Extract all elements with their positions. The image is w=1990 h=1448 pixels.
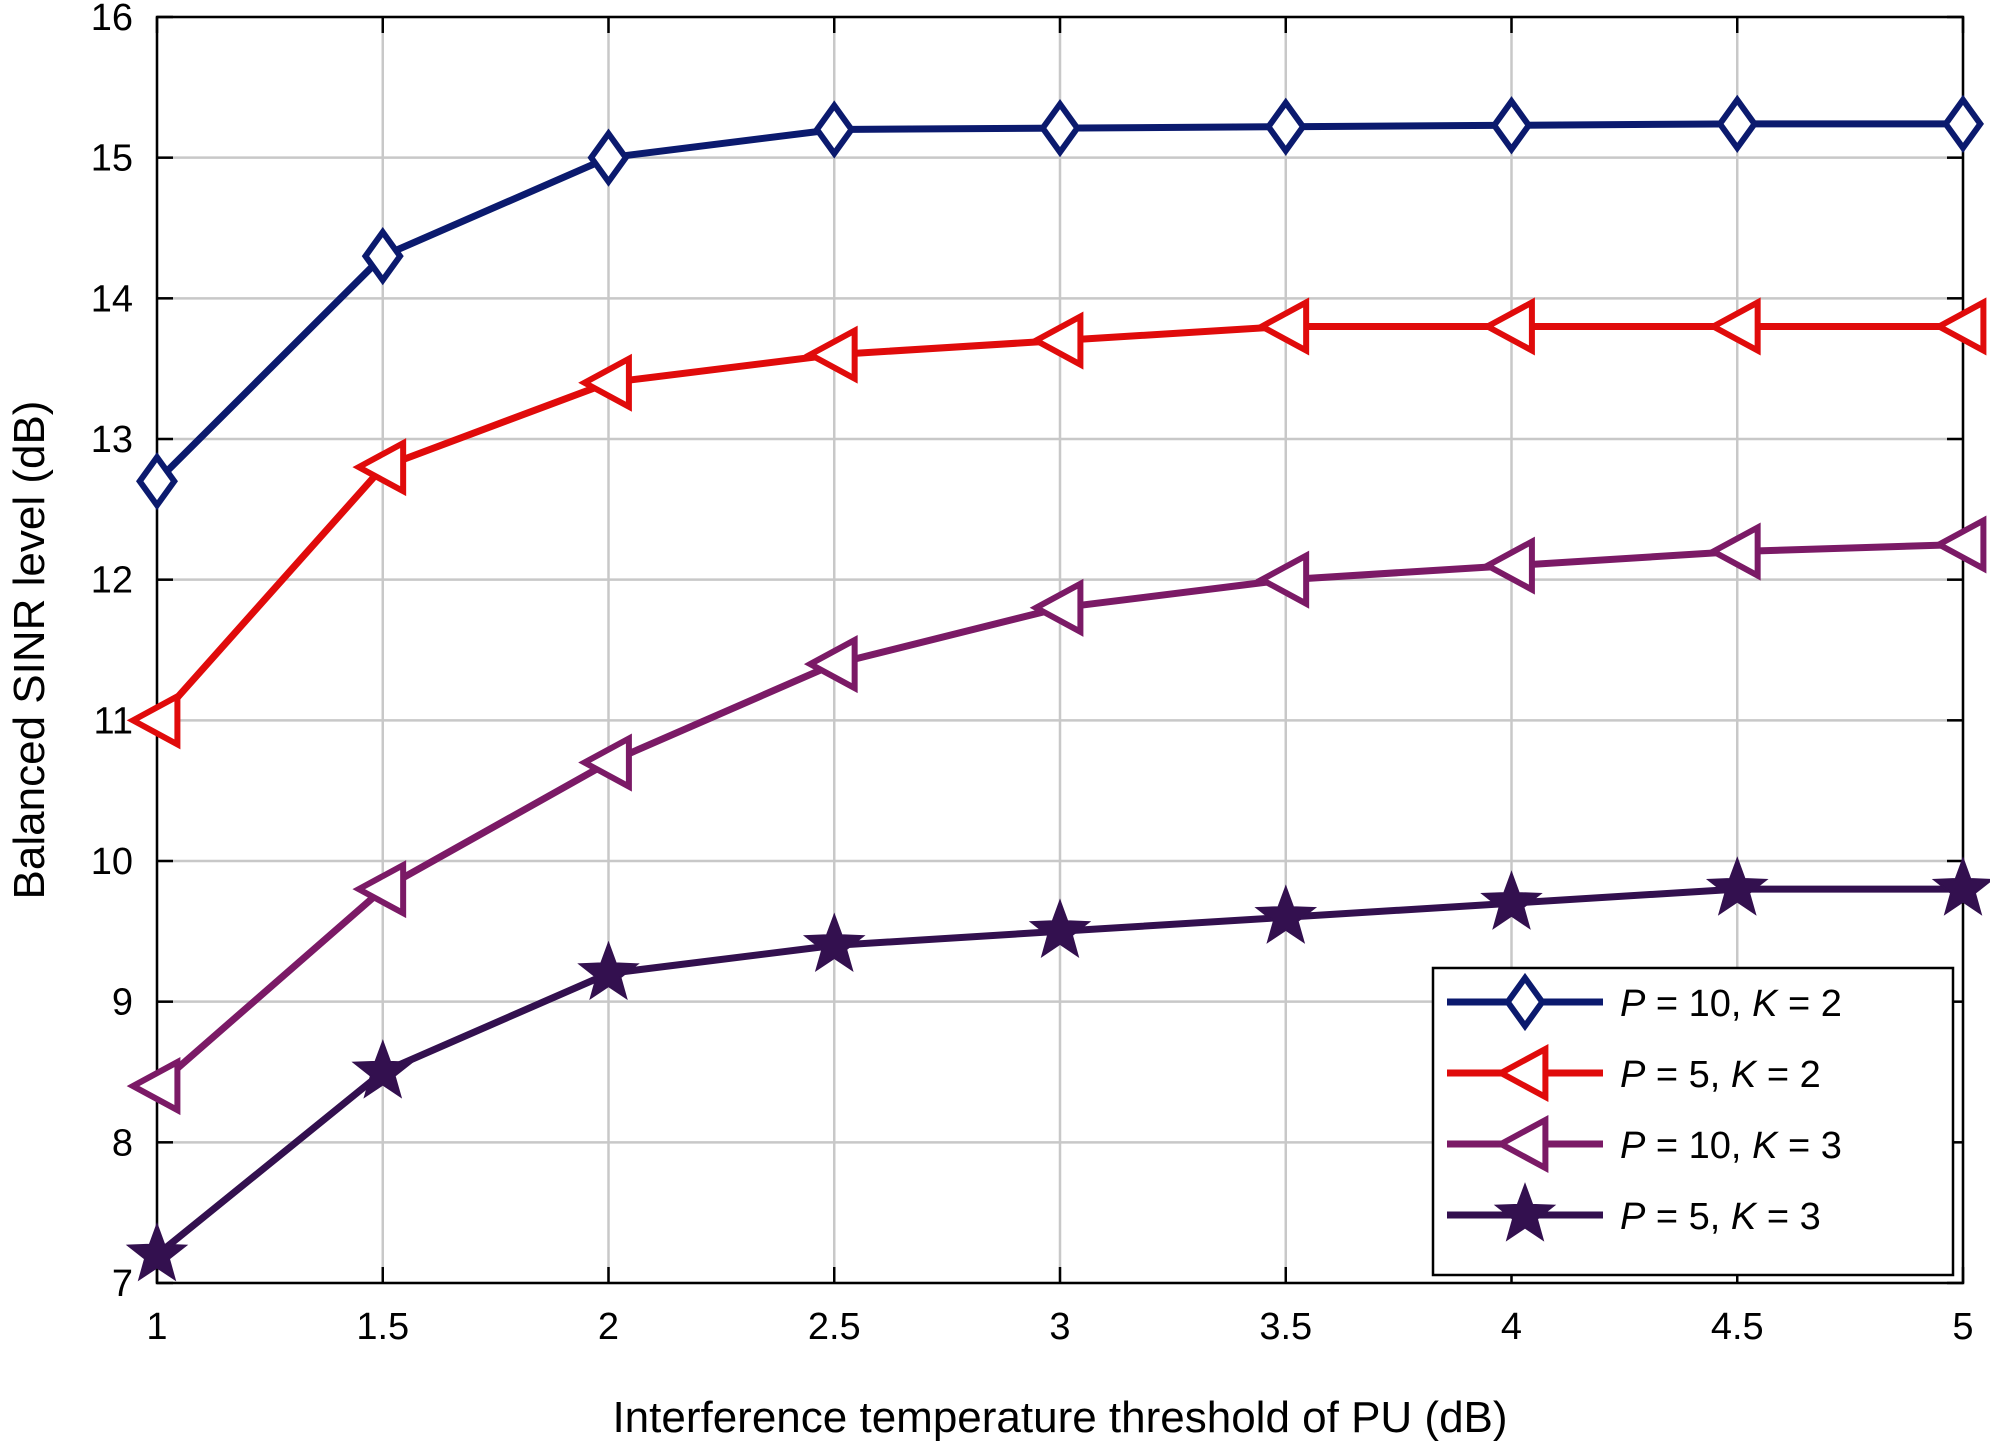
data-point <box>1481 297 1535 356</box>
x-tick-label: 2 <box>598 1306 619 1348</box>
data-point <box>352 860 407 919</box>
series-p-10-k-2 <box>136 94 1984 511</box>
y-tick-label: 15 <box>91 138 133 180</box>
x-tick-labels: 1 1.5 2 2.5 3 3.5 4 4.5 5 <box>146 1306 1973 1348</box>
data-point <box>802 912 866 973</box>
data-point <box>1932 297 1987 356</box>
legend-item: P = 5, K = 3 <box>1447 1182 1821 1242</box>
data-point <box>1029 578 1084 637</box>
x-tick-label: 4.5 <box>1711 1306 1764 1348</box>
data-point <box>1931 856 1990 916</box>
y-tick-label: 16 <box>91 0 133 39</box>
data-point <box>1255 550 1310 609</box>
data-point <box>361 226 404 286</box>
data-point <box>1029 311 1084 370</box>
data-point <box>1490 96 1533 155</box>
data-point <box>1706 522 1761 581</box>
y-tick-label: 12 <box>91 560 133 602</box>
data-point <box>1254 884 1318 944</box>
y-tick-labels: 7 8 9 10 11 12 13 14 15 16 <box>91 0 133 1305</box>
x-tick-label: 1.5 <box>356 1306 409 1348</box>
data-point <box>578 353 632 412</box>
legend-label: P = 10, K = 3 <box>1620 1125 1842 1167</box>
y-tick-label: 7 <box>112 1263 133 1305</box>
data-point <box>1481 536 1535 595</box>
data-point <box>125 1221 189 1282</box>
legend-item: P = 5, K = 2 <box>1447 1043 1821 1103</box>
y-tick-label: 10 <box>91 841 133 883</box>
data-point <box>352 438 407 497</box>
data-point <box>126 1057 181 1116</box>
data-point <box>578 733 632 792</box>
data-point <box>1039 98 1081 158</box>
data-point <box>136 452 178 511</box>
y-tick-label: 14 <box>91 278 133 320</box>
y-tick-label: 9 <box>112 982 133 1024</box>
series-p-10-k-3 <box>126 515 1987 1116</box>
data-point <box>1028 898 1092 958</box>
data-point <box>1264 97 1307 156</box>
data-point <box>587 128 630 187</box>
x-axis-label: Interference temperature threshold of PU… <box>612 1393 1507 1442</box>
x-tick-label: 5 <box>1952 1306 1973 1348</box>
x-tick-label: 3 <box>1049 1306 1070 1348</box>
legend: P = 10, K = 2 P = 5, K = 2 P = 10, K = 3 P … <box>1431 966 1955 1277</box>
y-tick-label: 13 <box>91 419 133 461</box>
x-tick-label: 2.5 <box>808 1306 861 1348</box>
x-tick-label: 1 <box>146 1306 167 1348</box>
data-point <box>1716 94 1759 154</box>
data-point <box>577 940 640 1001</box>
series-p-5-k-3 <box>125 856 1990 1282</box>
data-point <box>803 325 858 384</box>
series-layer <box>125 94 1990 1282</box>
y-tick-label: 8 <box>112 1122 133 1164</box>
y-tick-label: 11 <box>94 700 133 742</box>
data-point <box>1932 515 1987 574</box>
data-point <box>803 635 858 694</box>
legend-marker <box>1493 1182 1557 1242</box>
data-point <box>351 1039 415 1099</box>
data-point <box>813 100 856 159</box>
data-point <box>1480 870 1543 930</box>
legend-marker <box>1494 1114 1549 1174</box>
legend-item: P = 10, K = 2 <box>1447 972 1842 1032</box>
legend-marker <box>1494 1043 1549 1103</box>
legend-label: P = 5, K = 2 <box>1620 1054 1821 1096</box>
data-point <box>126 691 181 750</box>
y-axis-label: Balanced SINR level (dB) <box>5 401 54 900</box>
data-point <box>1705 856 1769 916</box>
legend-label: P = 10, K = 2 <box>1620 983 1842 1025</box>
legend-label: P = 5, K = 3 <box>1620 1196 1821 1238</box>
legend-item: P = 10, K = 3 <box>1447 1114 1842 1174</box>
x-tick-label: 4 <box>1501 1306 1522 1348</box>
data-point <box>1255 297 1310 356</box>
series-p-5-k-2 <box>126 297 1987 750</box>
legend-entries: P = 10, K = 2 P = 5, K = 2 P = 10, K = 3 P … <box>1447 972 1842 1242</box>
x-tick-label: 3.5 <box>1259 1306 1312 1348</box>
data-point <box>1706 297 1761 356</box>
legend-marker <box>1504 972 1546 1032</box>
data-point <box>1942 94 1984 154</box>
